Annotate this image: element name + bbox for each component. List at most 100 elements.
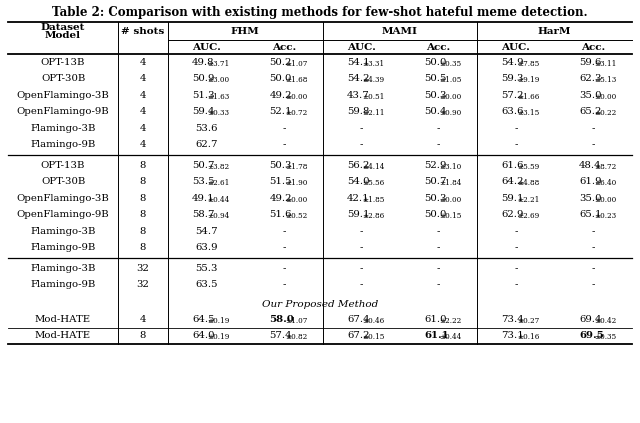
Text: -: - xyxy=(437,264,440,273)
Text: ±3.82: ±3.82 xyxy=(207,163,230,171)
Text: OPT-30B: OPT-30B xyxy=(41,74,85,83)
Text: 8: 8 xyxy=(140,194,146,203)
Text: ±1.78: ±1.78 xyxy=(285,163,307,171)
Text: 32: 32 xyxy=(136,264,149,273)
Text: ±2.61: ±2.61 xyxy=(207,179,230,187)
Text: ±1.66: ±1.66 xyxy=(516,93,539,101)
Text: ±1.05: ±1.05 xyxy=(440,76,462,84)
Text: -: - xyxy=(591,243,595,252)
Text: ±4.39: ±4.39 xyxy=(362,76,384,84)
Text: 4: 4 xyxy=(140,124,147,133)
Text: OPT-13B: OPT-13B xyxy=(41,161,85,170)
Text: 4: 4 xyxy=(140,58,147,67)
Text: ±4.88: ±4.88 xyxy=(516,179,539,187)
Text: 61.6: 61.6 xyxy=(502,161,524,170)
Text: 61.0: 61.0 xyxy=(424,315,447,324)
Text: Flamingo-3B: Flamingo-3B xyxy=(30,227,96,236)
Text: OpenFlamingo-3B: OpenFlamingo-3B xyxy=(17,91,109,100)
Text: 35.0: 35.0 xyxy=(579,91,602,100)
Text: -: - xyxy=(282,124,285,133)
Text: 8: 8 xyxy=(140,210,146,219)
Text: Mod-HATE: Mod-HATE xyxy=(35,331,91,340)
Text: 62.3: 62.3 xyxy=(579,74,602,83)
Text: ±1.85: ±1.85 xyxy=(362,196,385,204)
Text: 32: 32 xyxy=(136,280,149,289)
Text: 64.0: 64.0 xyxy=(192,331,215,340)
Text: ±1.68: ±1.68 xyxy=(285,76,307,84)
Text: 50.0: 50.0 xyxy=(424,58,447,67)
Text: ±3.10: ±3.10 xyxy=(440,163,461,171)
Text: 53.5: 53.5 xyxy=(192,177,215,186)
Text: Flamingo-9B: Flamingo-9B xyxy=(30,140,95,149)
Text: ±0.94: ±0.94 xyxy=(207,212,230,220)
Text: 59.1: 59.1 xyxy=(347,210,369,219)
Text: ±8.72: ±8.72 xyxy=(594,163,616,171)
Text: ±0.00: ±0.00 xyxy=(594,93,616,101)
Text: -: - xyxy=(282,243,285,252)
Text: -: - xyxy=(360,124,363,133)
Text: 69.5: 69.5 xyxy=(579,331,604,340)
Text: 4: 4 xyxy=(140,315,147,324)
Text: ±0.82: ±0.82 xyxy=(285,333,307,341)
Text: Flamingo-9B: Flamingo-9B xyxy=(30,243,95,252)
Text: -: - xyxy=(437,280,440,289)
Text: 53.6: 53.6 xyxy=(195,124,218,133)
Text: 57.4: 57.4 xyxy=(269,331,292,340)
Text: -: - xyxy=(437,227,440,236)
Text: 62.7: 62.7 xyxy=(195,140,218,149)
Text: -: - xyxy=(591,140,595,149)
Text: ±5.59: ±5.59 xyxy=(516,163,539,171)
Text: -: - xyxy=(282,227,285,236)
Text: 51.5: 51.5 xyxy=(269,177,292,186)
Text: ±0.44: ±0.44 xyxy=(440,333,461,341)
Text: 4: 4 xyxy=(140,91,147,100)
Text: Flamingo-3B: Flamingo-3B xyxy=(30,124,96,133)
Text: 4: 4 xyxy=(140,107,147,116)
Text: -: - xyxy=(591,124,595,133)
Text: 55.3: 55.3 xyxy=(195,264,218,273)
Text: ±2.22: ±2.22 xyxy=(440,317,461,325)
Text: 50.4: 50.4 xyxy=(424,107,447,116)
Text: 59.6: 59.6 xyxy=(579,58,602,67)
Text: Acc.: Acc. xyxy=(272,42,296,52)
Text: 50.5: 50.5 xyxy=(424,74,447,83)
Text: OPT-13B: OPT-13B xyxy=(41,58,85,67)
Text: 49.8: 49.8 xyxy=(192,58,215,67)
Text: MAMI: MAMI xyxy=(382,27,418,36)
Text: ±1.07: ±1.07 xyxy=(285,317,307,325)
Text: -: - xyxy=(437,140,440,149)
Text: 43.7: 43.7 xyxy=(347,91,370,100)
Text: -: - xyxy=(591,280,595,289)
Text: 50.0: 50.0 xyxy=(424,210,447,219)
Text: 54.7: 54.7 xyxy=(195,227,218,236)
Text: ±3.00: ±3.00 xyxy=(207,76,230,84)
Text: ±0.00: ±0.00 xyxy=(440,93,461,101)
Text: -: - xyxy=(591,264,595,273)
Text: Flamingo-9B: Flamingo-9B xyxy=(30,280,95,289)
Text: 63.5: 63.5 xyxy=(195,280,218,289)
Text: 49.1: 49.1 xyxy=(192,194,215,203)
Text: 52.9: 52.9 xyxy=(424,161,447,170)
Text: 65.2: 65.2 xyxy=(579,107,602,116)
Text: ±0.46: ±0.46 xyxy=(362,317,385,325)
Text: ±6.40: ±6.40 xyxy=(594,179,616,187)
Text: -: - xyxy=(360,280,363,289)
Text: 4: 4 xyxy=(140,140,147,149)
Text: ±0.23: ±0.23 xyxy=(594,212,616,220)
Text: ±0.00: ±0.00 xyxy=(285,196,307,204)
Text: ±0.00: ±0.00 xyxy=(440,196,461,204)
Text: 54.1: 54.1 xyxy=(347,58,369,67)
Text: ±0.15: ±0.15 xyxy=(362,333,385,341)
Text: ±1.84: ±1.84 xyxy=(440,179,462,187)
Text: 57.2: 57.2 xyxy=(502,91,524,100)
Text: ±0.52: ±0.52 xyxy=(285,212,307,220)
Text: 61.9: 61.9 xyxy=(579,177,602,186)
Text: ±3.71: ±3.71 xyxy=(207,60,230,68)
Text: Table 2: Comparison with existing methods for few-shot hateful meme detection.: Table 2: Comparison with existing method… xyxy=(52,5,588,19)
Text: 50.9: 50.9 xyxy=(192,74,214,83)
Text: -: - xyxy=(515,140,518,149)
Text: ±1.07: ±1.07 xyxy=(285,60,307,68)
Text: OpenFlamingo-3B: OpenFlamingo-3B xyxy=(17,194,109,203)
Text: 4: 4 xyxy=(140,74,147,83)
Text: 50.3: 50.3 xyxy=(424,194,447,203)
